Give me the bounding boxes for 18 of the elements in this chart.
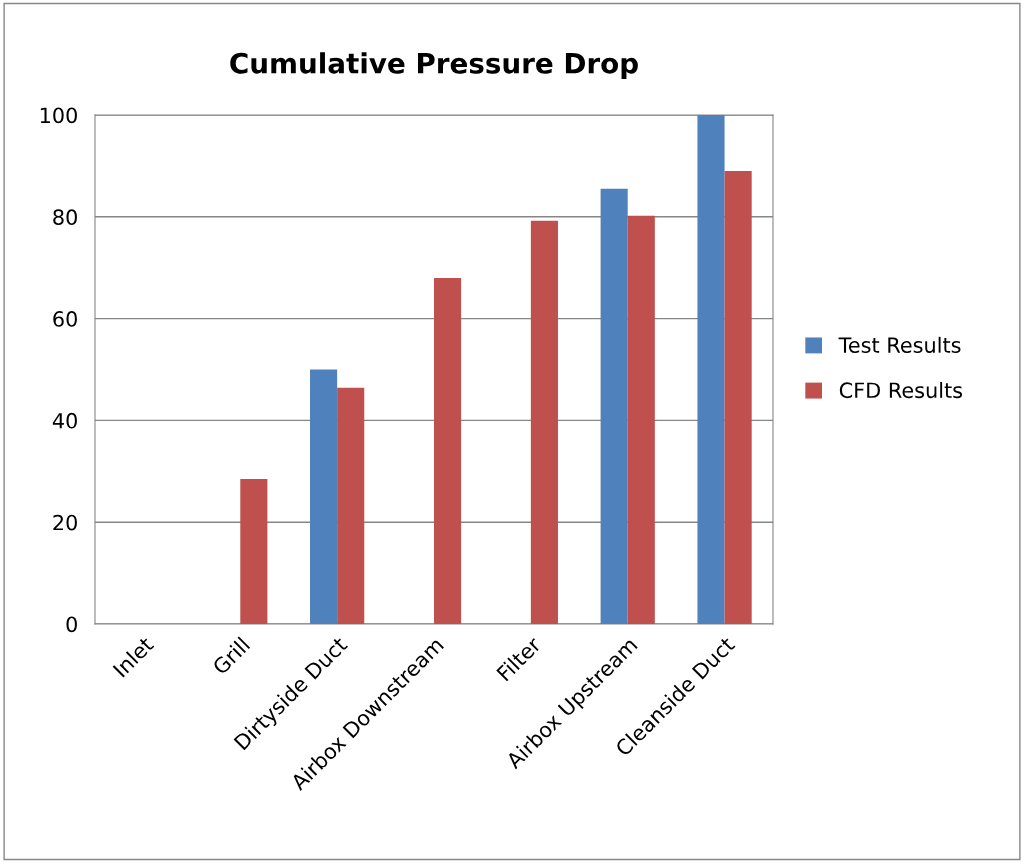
bar (310, 369, 338, 624)
bar (724, 170, 752, 624)
y-tick-label: 60 (53, 311, 77, 327)
legend-label: Test Results (838, 336, 961, 353)
bar (240, 478, 268, 624)
y-tick-label: 0 (66, 616, 77, 633)
bar (600, 188, 628, 624)
y-tick-label: 40 (52, 412, 77, 429)
legend-label: CFD Results (839, 382, 963, 399)
y-tick-label: 20 (53, 514, 77, 531)
bar (337, 387, 365, 624)
bar (434, 277, 462, 624)
y-tick-label: 80 (53, 209, 77, 226)
y-tick-label: 100 (40, 107, 77, 124)
chart-title: Cumulative Pressure Drop (230, 52, 638, 80)
bar (627, 215, 655, 624)
bar (530, 220, 558, 624)
bar (697, 115, 725, 624)
